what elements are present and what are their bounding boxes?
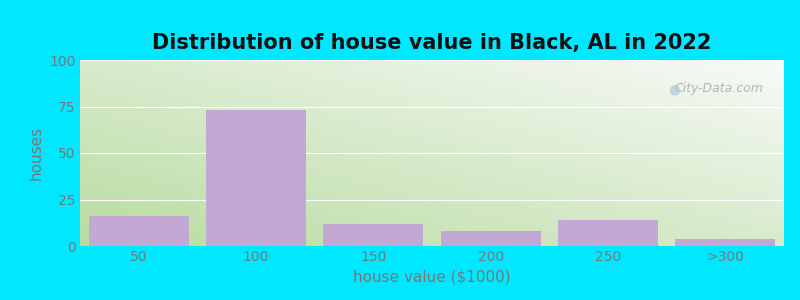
Y-axis label: houses: houses	[29, 126, 44, 180]
Bar	[323, 224, 423, 246]
Text: ●: ●	[668, 82, 680, 96]
Bar	[675, 238, 775, 246]
Bar	[89, 216, 189, 246]
Bar	[558, 220, 658, 246]
Text: City-Data.com: City-Data.com	[674, 82, 763, 95]
X-axis label: house value ($1000): house value ($1000)	[353, 270, 511, 285]
Bar	[206, 110, 306, 246]
Title: Distribution of house value in Black, AL in 2022: Distribution of house value in Black, AL…	[152, 33, 712, 53]
Bar	[441, 231, 541, 246]
